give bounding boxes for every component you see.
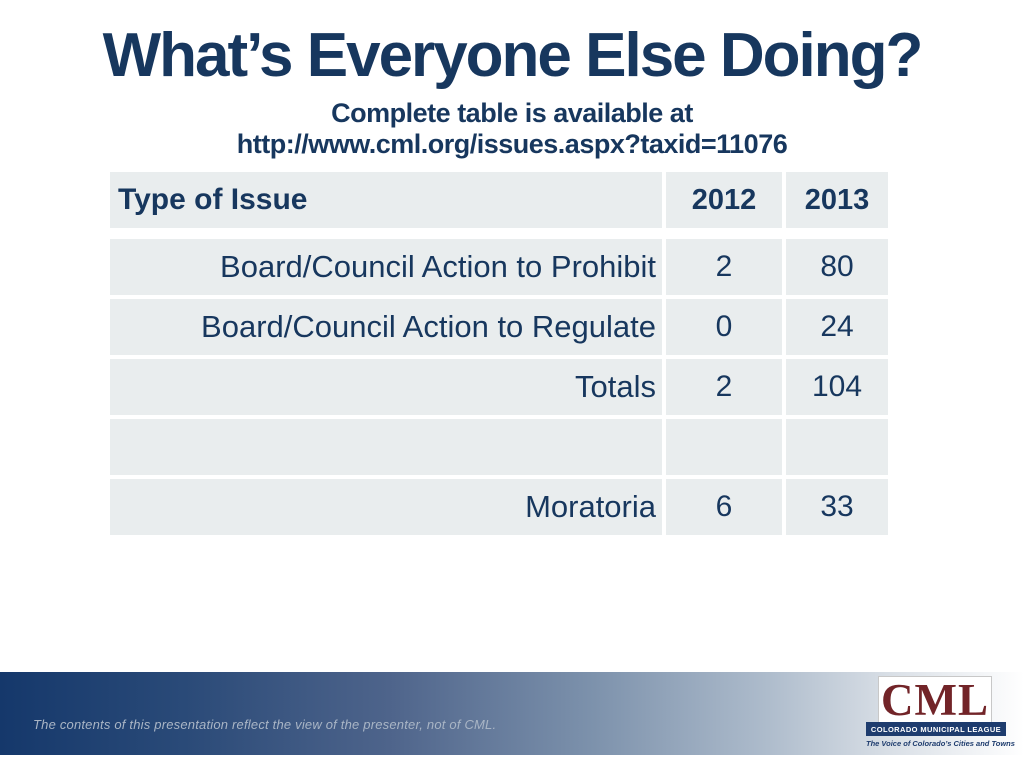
row-moratoria-2012: 6: [666, 479, 782, 535]
row-moratoria-2013: 33: [786, 479, 888, 535]
row-totals-2012: 2: [666, 359, 782, 415]
issues-table: Type of Issue 2012 2013 Board/Council Ac…: [110, 172, 888, 535]
row-label-prohibit: Board/Council Action to Prohibit: [110, 239, 662, 295]
column-header-2012: 2012: [666, 172, 782, 228]
slide-subtitle: Complete table is available at http://ww…: [0, 98, 1024, 160]
column-header-type-of-issue: Type of Issue: [110, 172, 662, 228]
row-label-regulate: Board/Council Action to Regulate: [110, 299, 662, 355]
subtitle-line-2: http://www.cml.org/issues.aspx?taxid=110…: [236, 129, 788, 159]
footer-gradient-bar: [0, 672, 1024, 755]
cml-logo-acronym: CML: [881, 674, 989, 725]
column-header-2013: 2013: [786, 172, 888, 228]
row-label-empty: [110, 419, 662, 475]
footer-disclaimer: The contents of this presentation reflec…: [33, 717, 497, 732]
table-body: Board/Council Action to Prohibit 2 80 Bo…: [110, 239, 888, 535]
row-empty-2013: [786, 419, 888, 475]
row-regulate-2013: 24: [786, 299, 888, 355]
row-label-moratoria: Moratoria: [110, 479, 662, 535]
row-label-totals: Totals: [110, 359, 662, 415]
table-header-row: Type of Issue 2012 2013: [110, 172, 888, 228]
row-regulate-2012: 0: [666, 299, 782, 355]
row-prohibit-2012: 2: [666, 239, 782, 295]
cml-logo-tagline: The Voice of Colorado’s Cities and Towns: [866, 739, 1015, 748]
row-empty-2012: [666, 419, 782, 475]
subtitle-line-1: Complete table is available at: [331, 98, 693, 128]
row-prohibit-2013: 80: [786, 239, 888, 295]
row-totals-2013: 104: [786, 359, 888, 415]
slide-title: What’s Everyone Else Doing?: [102, 21, 924, 90]
cml-logo-name-bar: COLORADO MUNICIPAL LEAGUE: [866, 722, 1006, 736]
cml-logo-acronym-box: CML: [878, 676, 992, 724]
